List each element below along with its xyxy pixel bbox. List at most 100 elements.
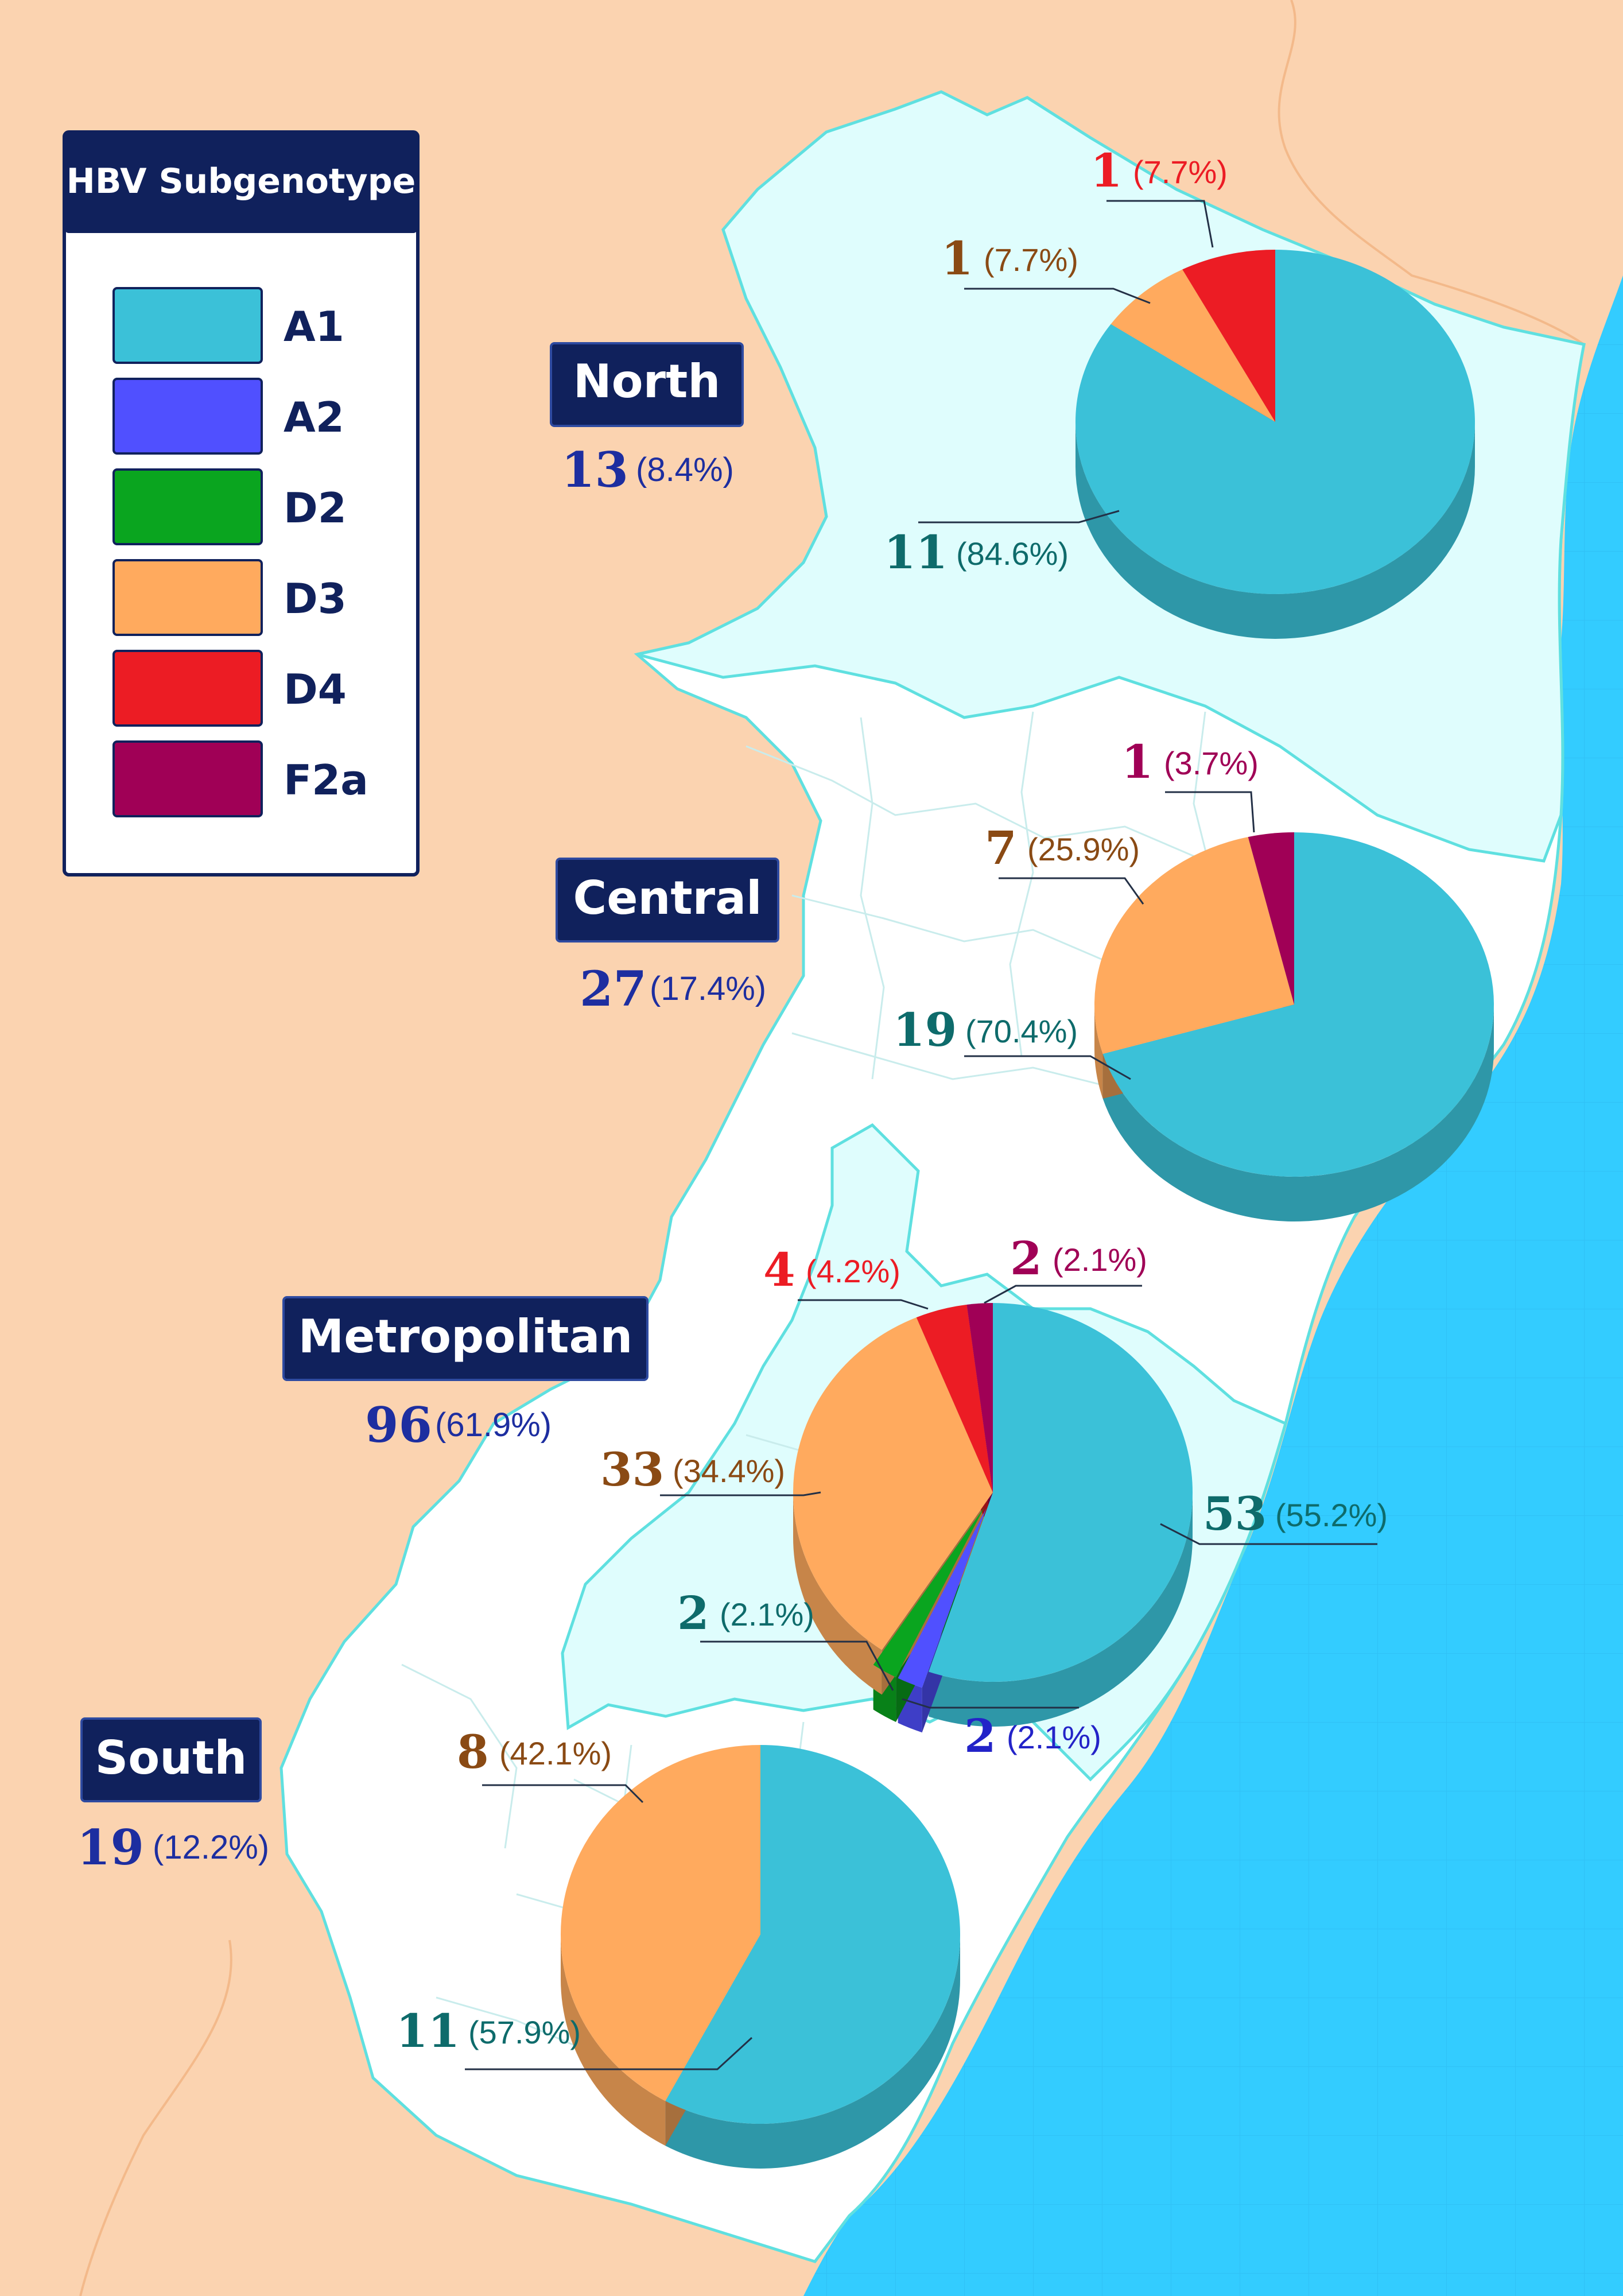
- region-south-total: 19: [77, 1819, 144, 1876]
- region-metropolitan-total-pct: (61.9%): [435, 1406, 552, 1444]
- leader-line: [700, 1640, 894, 1691]
- leader-line: [1106, 200, 1214, 248]
- slice-pct: (55.2%): [1275, 1497, 1388, 1533]
- pie-slice-central-a1: [1102, 832, 1494, 1177]
- slice-count: 11: [884, 525, 948, 579]
- slice-pct: (42.1%): [499, 1735, 612, 1771]
- leader-line: [964, 288, 1151, 304]
- callout-north-d4: 1 (7.7%): [1090, 144, 1228, 248]
- leader-line: [660, 1491, 821, 1496]
- leader-line: [465, 2037, 753, 2070]
- pie-side-a1: [665, 1934, 960, 2169]
- slice-count: 2: [1010, 1231, 1042, 1285]
- callout-north-d3: 1 (7.7%): [941, 231, 1151, 304]
- region-north-name: North: [573, 355, 721, 408]
- legend: HBV Subgenotype A1 A2 D2 D3 D4 F2a: [63, 130, 420, 876]
- pie-metropolitan: [793, 1303, 1193, 1733]
- leader-line: [1165, 791, 1255, 833]
- leader-line: [1160, 1523, 1377, 1545]
- pie-central: [1094, 832, 1494, 1222]
- pie-slice-central-d3: [1094, 837, 1294, 1054]
- callout-metropolitan-d2: 2 (2.1%): [677, 1586, 894, 1691]
- land-border-line-south: [79, 1940, 232, 2296]
- pie-side-d3: [1094, 1004, 1103, 1099]
- pie-side-a1: [1102, 1004, 1494, 1222]
- slice-count: 33: [600, 1442, 664, 1496]
- slice-pct: (2.1%): [720, 1596, 814, 1632]
- region-north-total-pct: (8.4%): [636, 451, 734, 488]
- region-central-total: 27: [580, 960, 647, 1017]
- legend-swatch-a1: [112, 287, 263, 364]
- region-north-label: North 13 (8.4%): [550, 342, 744, 498]
- legend-label-d2: D2: [284, 484, 347, 532]
- slice-pct: (25.9%): [1027, 831, 1140, 867]
- slice-pct: (3.7%): [1164, 745, 1259, 781]
- legend-swatch-d3: [112, 559, 263, 636]
- leader-line: [902, 1698, 1079, 1709]
- callout-metropolitan-d3: 33 (34.4%): [600, 1442, 821, 1496]
- legend-swatch-d2: [112, 468, 263, 545]
- slice-pct: (7.7%): [1133, 154, 1228, 190]
- pie-slice-north-d3: [1111, 269, 1275, 422]
- slice-count: 1: [1090, 144, 1123, 197]
- legend-items: A1 A2 D2 D3 D4 F2a: [112, 287, 368, 817]
- slice-count: 8: [457, 1725, 489, 1779]
- leader-line: [482, 1784, 644, 1804]
- slice-pct: (34.4%): [673, 1453, 785, 1489]
- legend-label-f2a: F2a: [284, 756, 368, 804]
- callout-metropolitan-a1: 53 (55.2%): [1160, 1487, 1388, 1545]
- legend-label-a2: A2: [284, 393, 344, 441]
- pie-slice-metropolitan-f2a: [966, 1303, 993, 1492]
- region-south-label: South 19 (12.2%): [77, 1717, 269, 1876]
- pie-north: [1075, 250, 1475, 639]
- slice-pct: (4.2%): [806, 1253, 900, 1289]
- leader-line: [798, 1299, 929, 1310]
- ocean-grid: [803, 276, 1623, 2296]
- slice-pct: (57.9%): [468, 2014, 581, 2050]
- slice-count: 1: [941, 231, 973, 285]
- slice-count: 53: [1203, 1487, 1267, 1541]
- slice-pct: (2.1%): [1007, 1719, 1101, 1755]
- pie-slice-north-d4: [1182, 250, 1275, 422]
- callout-north-a1: 11 (84.6%): [884, 510, 1120, 579]
- legend-title: HBV Subgenotype: [67, 161, 416, 201]
- callout-central-a1: 19 (70.4%): [893, 1003, 1131, 1080]
- slice-count: 2: [677, 1586, 709, 1640]
- region-south-total-pct: (12.2%): [153, 1829, 269, 1866]
- pie-side-a1: [1075, 422, 1475, 639]
- pie-callouts: 11 (84.6%) 1 (7.7%) 1 (7.7%) 19 (70.4%) 7 (25.9%)…: [396, 144, 1388, 2070]
- callout-metropolitan-a2: 2 (2.1%): [902, 1698, 1101, 1763]
- pie-slice-metropolitan-a2: [898, 1508, 987, 1688]
- leader-line: [964, 1055, 1131, 1080]
- callout-metropolitan-f2a: 2 (2.1%): [984, 1231, 1147, 1304]
- slice-pct: (7.7%): [984, 242, 1078, 278]
- region-central-name: Central: [573, 871, 762, 925]
- pie-side-d3: [561, 1934, 666, 2146]
- legend-label-d4: D4: [284, 665, 347, 713]
- region-central-total-pct: (17.4%): [650, 970, 766, 1007]
- callout-metropolitan-d4: 4 (4.2%): [763, 1243, 929, 1310]
- callout-central-f2a: 1 (3.7%): [1121, 735, 1259, 833]
- land-border-line: [1278, 0, 1585, 346]
- region-metropolitan-label: Metropolitan 96 (61.9%): [282, 1296, 649, 1453]
- pie-slice-metropolitan-d2: [873, 1507, 984, 1677]
- slice-count: 4: [763, 1243, 795, 1297]
- callout-central-d3: 7 (25.9%): [985, 821, 1144, 905]
- pie-side-a1: [929, 1492, 1193, 1727]
- callout-south-a1: 11 (57.9%): [396, 2004, 753, 2070]
- slice-pct: (2.1%): [1053, 1242, 1147, 1278]
- pie-slice-south-d3: [561, 1745, 760, 2101]
- slice-count: 2: [964, 1709, 996, 1763]
- region-metropolitan-name: Metropolitan: [298, 1310, 633, 1363]
- legend-header: [64, 132, 418, 233]
- pie-south: [561, 1745, 960, 2169]
- slice-count: 1: [1121, 735, 1154, 789]
- region-central-label: Central 27 (17.4%): [556, 858, 779, 1017]
- slice-pct: (84.6%): [956, 536, 1069, 572]
- pie-slice-south-a1: [665, 1745, 960, 2124]
- callout-south-d3: 8 (42.1%): [457, 1725, 644, 1804]
- pie-slice-metropolitan-d4: [916, 1304, 993, 1492]
- legend-label-a1: A1: [284, 302, 344, 351]
